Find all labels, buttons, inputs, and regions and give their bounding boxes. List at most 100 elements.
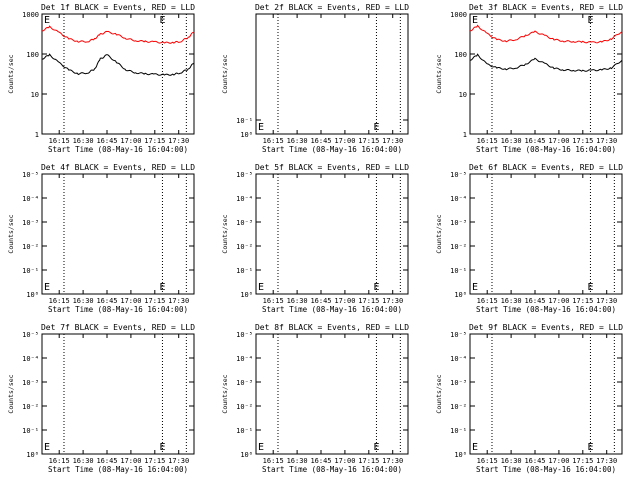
marker-letter: E [587,442,593,453]
y-tick-label: 10⁻¹ [22,267,39,275]
panel-title: Det 5f BLACK = Events, RED = LLD [255,163,409,172]
y-tick-label: 100 [26,51,39,59]
x-tick-label: 17:00 [120,137,141,145]
panel-title: Det 6f BLACK = Events, RED = LLD [469,163,623,172]
x-axis-label: Start Time (08-May-16 16:04:00) [476,145,616,154]
x-tick-label: 17:30 [596,297,617,305]
y-tick-label: 10 [459,91,467,99]
y-tick-label: 10⁻⁴ [450,195,467,203]
x-tick-label: 17:15 [358,457,379,465]
x-tick-label: 16:45 [310,137,331,145]
x-axis-label: Start Time (08-May-16 16:04:00) [262,305,402,314]
y-tick-label: 10⁰ [454,291,467,299]
x-tick-label: 17:00 [120,457,141,465]
y-tick-label: 10⁻⁵ [22,171,39,179]
marker-letter: E [159,282,165,293]
x-axis-label: Start Time (08-May-16 16:04:00) [48,305,188,314]
plot-frame [255,13,409,135]
y-tick-label: 1 [463,131,467,139]
panel-title: Det 9f BLACK = Events, RED = LLD [469,323,623,332]
x-tick-label: 17:30 [168,297,189,305]
x-tick-label: 17:15 [572,457,593,465]
x-tick-label: 17:30 [382,297,403,305]
y-tick-label: 10⁰ [26,291,39,299]
plot-frame [255,173,409,295]
y-tick-label: 10⁻³ [450,219,467,227]
marker-letter: E [472,442,478,453]
x-tick-label: 16:45 [96,137,117,145]
x-tick-label: 16:15 [477,137,498,145]
y-axis-label: Counts/sec [435,54,443,93]
marker-letter: E [159,15,165,26]
y-tick-label: 10⁻³ [22,219,39,227]
x-tick-label: 16:45 [310,457,331,465]
marker-letter: E [44,282,50,293]
y-tick-label: 10⁻² [450,403,467,411]
y-tick-label: 10⁻⁵ [22,331,39,339]
x-tick-label: 16:15 [263,297,284,305]
marker-letter: E [373,442,379,453]
y-tick-label: 10⁰ [26,451,39,459]
marker-letter: E [373,282,379,293]
x-tick-label: 16:30 [287,137,308,145]
x-tick-label: 17:00 [334,137,355,145]
series-lld-line [470,24,623,44]
x-tick-label: 16:30 [287,297,308,305]
marker-letter: E [587,282,593,293]
marker-letter: E [44,15,50,26]
y-tick-label: 10⁻⁴ [450,355,467,363]
x-tick-label: 17:30 [168,137,189,145]
y-axis-label: Counts/sec [221,374,229,413]
x-tick-label: 17:00 [548,457,569,465]
plot-frame [255,333,409,455]
y-axis-label: Counts/sec [221,214,229,253]
x-tick-label: 17:15 [144,297,165,305]
y-tick-label: 10⁻¹ [236,427,253,435]
x-tick-label: 17:30 [168,457,189,465]
y-tick-label: 10⁻³ [450,379,467,387]
x-tick-label: 16:45 [96,297,117,305]
panel-title: Det 7f BLACK = Events, RED = LLD [41,323,195,332]
x-tick-label: 16:30 [501,297,522,305]
plot-frame [469,333,623,455]
x-tick-label: 17:30 [382,457,403,465]
marker-letter: E [472,15,478,26]
y-tick-label: 10⁻⁵ [236,171,253,179]
marker-letter: E [472,282,478,293]
x-tick-label: 16:45 [96,457,117,465]
x-tick-label: 17:00 [548,297,569,305]
y-tick-label: 10⁻² [22,403,39,411]
y-tick-label: 10⁻¹ [450,427,467,435]
x-tick-label: 16:45 [524,137,545,145]
x-tick-label: 16:15 [263,137,284,145]
y-tick-label: 10⁻⁵ [236,331,253,339]
y-tick-label: 10 [31,91,39,99]
x-tick-label: 17:00 [334,457,355,465]
series-lld-line [41,25,195,44]
panel-det-6: Det 6f BLACK = Events, RED = LLD 16:15 16:… [435,163,623,314]
marker-letter: E [258,282,264,293]
x-tick-label: 17:30 [596,457,617,465]
x-tick-label: 17:15 [144,457,165,465]
x-tick-label: 17:30 [382,137,403,145]
y-tick-label: 10⁻³ [236,379,253,387]
x-axis-label: Start Time (08-May-16 16:04:00) [476,465,616,474]
series-events-line [41,53,195,76]
panel-title: Det 2f BLACK = Events, RED = LLD [255,3,409,12]
y-tick-label: 10⁻² [22,243,39,251]
y-axis-label: Counts/sec [221,54,229,93]
x-axis-label: Start Time (08-May-16 16:04:00) [48,145,188,154]
x-tick-label: 16:15 [263,457,284,465]
panel-title: Det 1f BLACK = Events, RED = LLD [41,3,195,12]
x-tick-label: 16:15 [477,297,498,305]
x-tick-label: 16:30 [73,297,94,305]
marker-letter: E [373,122,379,133]
y-tick-label: 10⁻² [236,403,253,411]
y-tick-label: 10⁻⁵ [450,331,467,339]
x-tick-label: 17:15 [358,137,379,145]
plot-frame [41,13,195,135]
